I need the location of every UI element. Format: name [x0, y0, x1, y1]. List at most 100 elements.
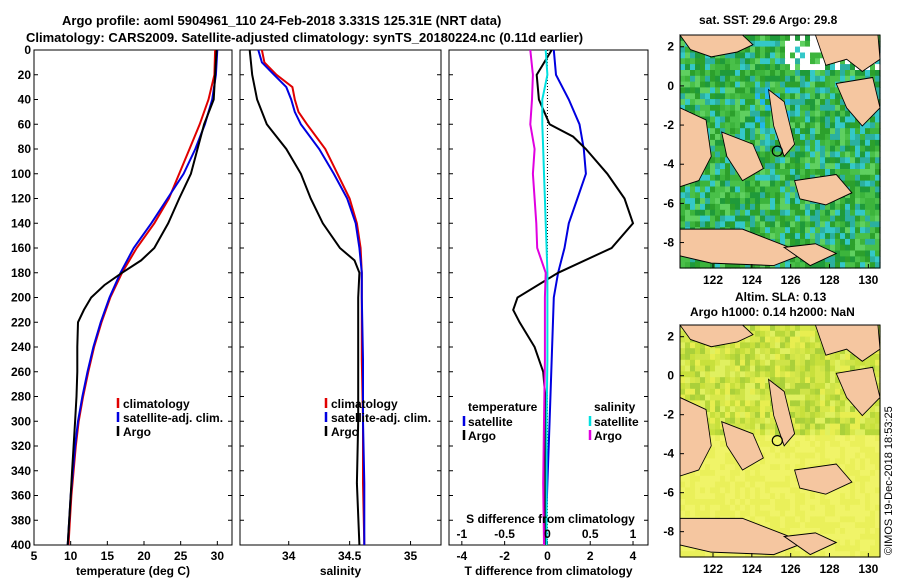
map-cell [760, 128, 766, 135]
map-cell [790, 174, 796, 182]
map-cell [735, 354, 741, 361]
map-cell [825, 99, 831, 106]
map-cell [710, 354, 716, 361]
map-cell [685, 342, 691, 349]
map-cell [825, 215, 831, 222]
map-cell [760, 99, 766, 106]
map-cell [795, 58, 801, 65]
map-cell [690, 342, 696, 349]
map-cell [815, 406, 821, 413]
map-cell [690, 510, 696, 517]
map-y-tick-label: -4 [663, 157, 674, 171]
map-cell [700, 110, 706, 118]
map-cell [835, 545, 841, 552]
map-cell [755, 87, 761, 94]
map-cell [770, 227, 776, 234]
map-cell [820, 238, 826, 246]
map-cell [695, 475, 701, 483]
map-cell [795, 174, 801, 182]
panel-frame [239, 49, 442, 546]
map-cell [790, 169, 796, 176]
map-cell [785, 238, 791, 246]
x-tick-label: 30 [211, 549, 225, 563]
map-cell [820, 441, 826, 448]
map-cell [800, 528, 806, 535]
map-cell [730, 70, 736, 77]
map-cell [730, 93, 736, 100]
map-cell [875, 348, 881, 355]
map-cell [690, 93, 696, 100]
map-cell [720, 163, 726, 170]
map-cell [850, 233, 856, 240]
map-cell [755, 186, 761, 193]
map-cell [875, 417, 881, 425]
map-cell [795, 75, 801, 83]
map-cell [755, 417, 761, 425]
map-cell [785, 470, 791, 477]
map-cell [710, 122, 716, 129]
map-cell [865, 417, 871, 425]
map-y-tick-label: 0 [667, 79, 674, 93]
map-cell [785, 441, 791, 448]
map-cell [860, 528, 866, 535]
map-cell [805, 70, 811, 77]
map-cell [740, 365, 746, 372]
map-cell [760, 151, 766, 158]
map-cell [710, 180, 716, 187]
map-cell [740, 70, 746, 77]
map-cell [695, 394, 701, 401]
map-cell [800, 209, 806, 217]
map-cell [860, 487, 866, 494]
map-cell [830, 429, 836, 436]
map-cell [725, 262, 731, 269]
map-cell [720, 487, 726, 494]
legend-label: Argo [594, 429, 622, 443]
map-cell [715, 551, 721, 558]
map-cell [845, 198, 851, 205]
map-cell [715, 198, 721, 205]
map-cell [790, 99, 796, 106]
map-cell [720, 499, 726, 506]
map-cell [715, 377, 721, 384]
map-cell [855, 122, 861, 129]
map-cell [795, 423, 801, 430]
map-cell [765, 429, 771, 436]
map-cell [810, 157, 816, 164]
map-cell [830, 139, 836, 147]
map-cell [770, 233, 776, 240]
map-cell [790, 388, 796, 396]
map-cell [695, 104, 701, 112]
map-cell [680, 504, 686, 512]
map-cell [715, 446, 721, 454]
map-cell [750, 516, 756, 523]
map-cell [740, 203, 746, 211]
map-cell [770, 151, 776, 158]
map-cell [785, 70, 791, 77]
map-cell [685, 81, 691, 88]
map-cell [830, 256, 836, 263]
map-cell [765, 383, 771, 390]
map-cell [690, 499, 696, 506]
x-tick-label: 0 [544, 549, 551, 563]
map-cell [720, 180, 726, 187]
map-cell [760, 516, 766, 523]
map-cell [875, 169, 881, 176]
map-cell [810, 70, 816, 77]
map-cell [870, 551, 876, 558]
map-cell [805, 35, 811, 42]
map-cell [780, 58, 786, 65]
map-cell [815, 458, 821, 465]
map-cell [790, 192, 796, 199]
map-cell [795, 99, 801, 106]
map-cell [800, 504, 806, 512]
map-cell [865, 429, 871, 436]
map-cell [775, 81, 781, 88]
map-cell [815, 227, 821, 234]
map-cell [785, 35, 791, 42]
map-y-tick-label: -8 [663, 236, 674, 250]
map-cell [770, 365, 776, 372]
map-cell [735, 174, 741, 182]
map-cell [825, 122, 831, 129]
map-cell [710, 110, 716, 118]
map-cell [730, 354, 736, 361]
